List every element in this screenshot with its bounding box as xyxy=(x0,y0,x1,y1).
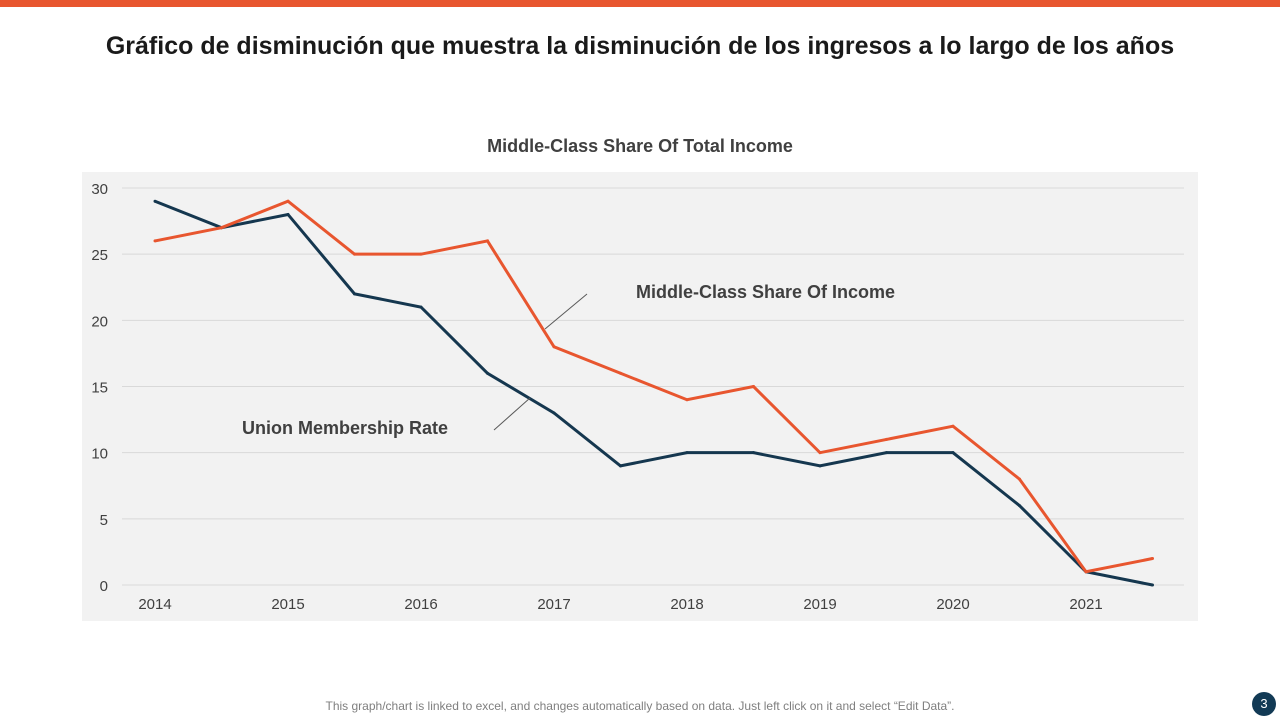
data-point xyxy=(818,451,822,455)
data-point xyxy=(1151,583,1154,587)
series-label-income: Middle-Class Share Of Income xyxy=(636,282,895,302)
y-tick-label: 15 xyxy=(91,380,108,397)
data-point xyxy=(1018,504,1021,508)
slide-title: Gráfico de disminución que muestra la di… xyxy=(105,32,1175,60)
data-point xyxy=(419,252,423,256)
x-tick-label: 2020 xyxy=(936,596,969,613)
data-point xyxy=(353,252,356,256)
footer-note: This graph/chart is linked to excel, and… xyxy=(325,699,955,713)
x-tick-label: 2019 xyxy=(803,596,836,613)
series-line-0 xyxy=(154,199,1153,587)
y-tick-label: 0 xyxy=(100,578,108,595)
data-point xyxy=(885,451,888,455)
leader-line-union xyxy=(493,397,531,431)
y-tick-label: 20 xyxy=(91,313,108,330)
x-tick-label: 2015 xyxy=(271,596,304,613)
data-point xyxy=(752,385,755,388)
data-point xyxy=(885,437,888,441)
data-point xyxy=(153,199,157,203)
data-point xyxy=(486,239,489,243)
data-point xyxy=(752,451,755,455)
data-point xyxy=(552,345,556,349)
data-point xyxy=(419,305,423,309)
x-tick-label: 2017 xyxy=(537,596,570,613)
page-number-badge: 3 xyxy=(1252,692,1276,716)
x-tick-label: 2018 xyxy=(670,596,703,613)
data-point xyxy=(353,292,356,296)
plot-area xyxy=(82,172,1198,621)
data-point xyxy=(153,239,157,243)
data-point xyxy=(486,371,489,375)
y-tick-label: 10 xyxy=(91,446,108,463)
data-point xyxy=(951,451,955,455)
data-point xyxy=(286,199,290,203)
x-tick-label: 2021 xyxy=(1069,596,1102,613)
data-point xyxy=(552,411,556,415)
data-point xyxy=(1084,570,1088,574)
data-point xyxy=(619,464,622,468)
data-point xyxy=(619,371,622,375)
y-tick-label: 30 xyxy=(91,181,108,198)
data-point xyxy=(1151,557,1154,561)
chart-title: Middle-Class Share Of Total Income xyxy=(487,136,793,156)
x-tick-label: 2014 xyxy=(138,596,171,613)
y-tick-label: 25 xyxy=(91,247,108,264)
x-tick-label: 2016 xyxy=(404,596,437,613)
y-tick-label: 5 xyxy=(100,512,108,529)
data-point xyxy=(220,226,223,230)
leader-line-income xyxy=(544,293,588,330)
top-accent-bar xyxy=(0,0,1280,7)
data-point xyxy=(685,398,689,402)
data-point xyxy=(286,212,290,216)
series-label-union: Union Membership Rate xyxy=(242,418,448,438)
data-point xyxy=(1018,477,1021,481)
data-point xyxy=(951,424,955,428)
data-point xyxy=(685,451,689,455)
data-point xyxy=(818,464,822,468)
series-line-1 xyxy=(154,199,1153,574)
